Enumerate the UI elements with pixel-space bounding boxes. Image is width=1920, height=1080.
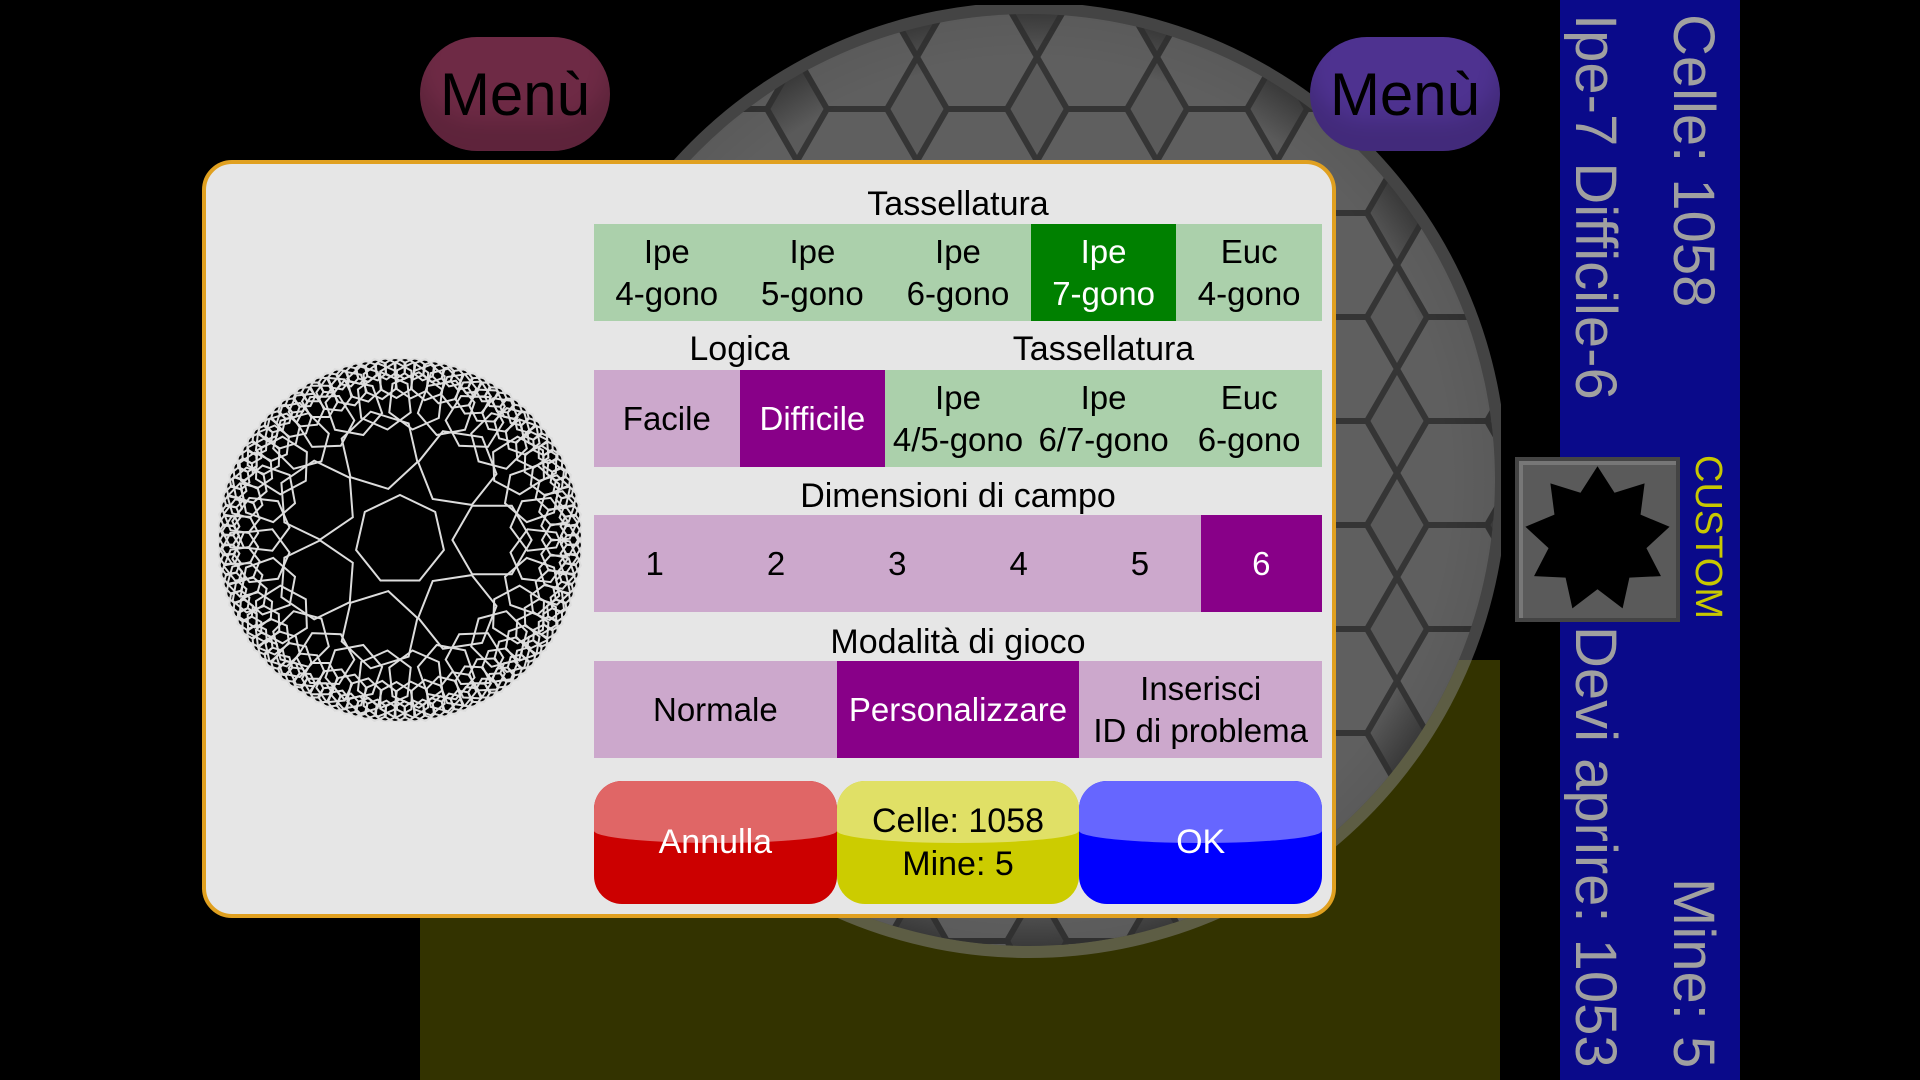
tiling-option-1[interactable]: Ipe 5-gono	[739, 224, 886, 321]
size-title: Dimensioni di campo	[800, 477, 1116, 515]
mines-count: Mine: 5	[1661, 877, 1726, 1068]
tiling-option-4[interactable]: Euc 4-gono	[1176, 224, 1322, 321]
tiling-options: Ipe 4-gono Ipe 5-gono Ipe 6-gono Ipe 7-gono…	[594, 224, 1322, 321]
tiling-option-0[interactable]: Ipe 4-gono	[594, 224, 740, 321]
tiling-preview	[218, 358, 582, 722]
size-option-5[interactable]: 6	[1200, 515, 1322, 612]
tiling-option-3[interactable]: Ipe 7-gono	[1030, 224, 1177, 321]
info-label: Celle: 1058 Mine: 5	[872, 801, 1045, 883]
logic-title: Logica	[689, 330, 790, 368]
mode-options: Normale Personalizzare Inserisci ID di pro…	[594, 661, 1323, 758]
tiling-option-2[interactable]: Ipe 6-gono	[885, 224, 1031, 321]
logic-option-0[interactable]: Facile	[594, 370, 740, 467]
mode-title: Modalità di gioco	[830, 623, 1086, 661]
cells-to-open: Devi aprire: 1053	[1563, 626, 1628, 1068]
tiling2-option-1[interactable]: Ipe 6/7-gono	[1030, 370, 1177, 467]
cancel-button[interactable]: Annulla	[594, 781, 837, 904]
custom-label: CUSTOM	[1687, 455, 1729, 619]
mode-option-2[interactable]: Inserisci ID di problema	[1079, 661, 1323, 758]
size-option-0[interactable]: 1	[594, 515, 716, 612]
cancel-label: Annulla	[658, 823, 773, 861]
info-display: Celle: 1058 Mine: 5	[836, 781, 1080, 904]
mode-option-0[interactable]: Normale	[594, 661, 837, 758]
ok-label: OK	[1176, 823, 1226, 861]
star-icon	[1525, 466, 1670, 609]
menu-button-right[interactable]: Menù	[1310, 37, 1500, 151]
logic-tiling-options: Facile Difficile Ipe 4/5-gono Ipe 6/7-gono E…	[594, 370, 1322, 467]
mode-label: Ipe-7 Difficile-6	[1563, 14, 1628, 400]
cells-count: Celle: 1058	[1661, 14, 1726, 308]
logic-option-1[interactable]: Difficile	[739, 370, 886, 467]
tiling2-title: Tassellatura	[1012, 330, 1195, 368]
menu-button-left[interactable]: Menù	[420, 37, 610, 151]
tiling-title: Tassellatura	[867, 185, 1049, 223]
tiling2-option-2[interactable]: Euc 6-gono	[1176, 370, 1322, 467]
size-option-4[interactable]: 5	[1079, 515, 1201, 612]
size-option-2[interactable]: 3	[836, 515, 958, 612]
tile-shape-button[interactable]	[1515, 457, 1680, 622]
ok-button[interactable]: OK	[1079, 781, 1323, 904]
size-option-1[interactable]: 2	[715, 515, 837, 612]
mode-option-1[interactable]: Personalizzare	[836, 661, 1080, 758]
size-option-3[interactable]: 4	[957, 515, 1080, 612]
tiling2-option-0[interactable]: Ipe 4/5-gono	[885, 370, 1031, 467]
